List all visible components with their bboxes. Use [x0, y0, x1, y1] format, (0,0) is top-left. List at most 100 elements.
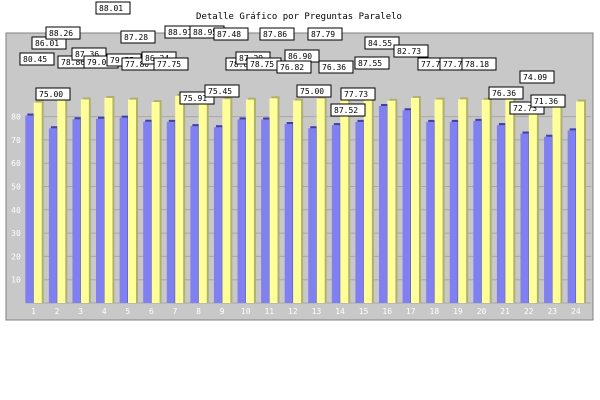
data-label-text: 75.00 [300, 87, 324, 96]
bar-series-2 [222, 99, 231, 303]
data-label: 87.55 [354, 56, 390, 70]
data-label-text: 87.79 [311, 30, 335, 39]
data-label-box [364, 36, 400, 50]
data-label-text: 82.73 [397, 47, 421, 56]
bar-series-1 [379, 105, 387, 303]
x-tick-label: 8 [196, 307, 201, 316]
y-tick-label: 40 [11, 206, 21, 215]
bar-series-1 [402, 110, 411, 303]
x-tick-label: 2 [55, 307, 60, 316]
data-label-text: 87.48 [217, 30, 241, 39]
data-label-text: 75.91 [183, 94, 207, 103]
data-label: 76.82 [276, 60, 312, 74]
bar-series-1 [119, 117, 128, 303]
bar-series-2 [528, 100, 537, 303]
data-label-box [461, 57, 497, 71]
data-label-text: 88.01 [99, 4, 123, 13]
y-tick-label: 80 [11, 113, 21, 122]
bar-series-2 [245, 99, 254, 303]
y-tick-label: 60 [11, 159, 21, 168]
x-tick-label: 5 [125, 307, 130, 316]
x-tick-label: 18 [430, 307, 440, 316]
x-tick-label: 15 [359, 307, 369, 316]
data-label-text: 87.86 [263, 30, 287, 39]
bar-series-1 [473, 120, 482, 303]
bar-series-2 [128, 99, 137, 303]
data-label-text: 76.36 [492, 89, 516, 98]
y-tick-label: 20 [11, 252, 21, 261]
data-label-text: 78.75 [250, 60, 274, 69]
y-tick-label: 70 [11, 136, 21, 145]
x-tick-label: 17 [406, 307, 416, 316]
bar-series-1 [213, 127, 222, 303]
data-label-text: 72.73 [513, 104, 537, 113]
data-label-box [296, 84, 332, 98]
data-label-text: 77.80 [125, 60, 149, 69]
bar-series-2 [410, 97, 419, 304]
y-tick-label: 30 [11, 229, 21, 238]
data-label: 76.36 [318, 60, 354, 74]
bar-series-2 [33, 102, 42, 303]
bar-series-2 [198, 95, 207, 304]
bar-series-1 [48, 128, 57, 303]
bar-series-1 [261, 119, 270, 303]
bar-series-2 [458, 99, 467, 303]
bar-series-2 [505, 99, 514, 303]
bar-series-1 [96, 118, 105, 303]
data-label-box [488, 86, 524, 100]
x-tick-label: 21 [500, 307, 510, 316]
data-label-box [204, 84, 240, 98]
data-label-text: 87.52 [334, 106, 358, 115]
bar-series-2 [434, 99, 443, 303]
data-label-text: 77.75 [157, 60, 181, 69]
x-tick-label: 6 [149, 307, 154, 316]
bar-series-1 [544, 136, 553, 303]
chart-title: Detalle Gráfico por Preguntas Paralelo [196, 12, 402, 22]
data-label-text: 76.82 [280, 63, 304, 72]
x-tick-label: 23 [547, 307, 557, 316]
data-label: 88.01 [95, 1, 131, 15]
data-label: 75.00 [35, 87, 71, 101]
x-tick-label: 12 [288, 307, 298, 316]
data-label-box [95, 1, 131, 15]
data-label-text: 74.09 [523, 73, 547, 82]
bars [25, 93, 587, 304]
x-tick-label: 13 [312, 307, 322, 316]
data-label-text: 77.73 [421, 60, 445, 69]
x-tick-label: 3 [78, 307, 83, 316]
data-label: 87.48 [213, 27, 249, 41]
data-label: 84.55 [364, 36, 400, 50]
data-label: 87.52 [330, 103, 366, 117]
data-label-box [340, 87, 376, 101]
bar-series-2 [57, 97, 66, 303]
data-label-box [45, 26, 81, 40]
data-label: 75.45 [204, 84, 240, 98]
data-label-box [307, 27, 343, 41]
data-label: 74.09 [519, 70, 555, 84]
data-label-text: 78.18 [465, 60, 489, 69]
data-label-text: 75.00 [39, 90, 63, 99]
data-label-text: 76.36 [322, 63, 346, 72]
x-tick-label: 11 [264, 307, 274, 316]
bar-series-2 [175, 95, 184, 304]
data-label: 76.36 [488, 86, 524, 100]
data-label-text: 80.45 [23, 55, 47, 64]
data-label-box [318, 60, 354, 74]
bar-series-1 [25, 115, 34, 303]
bar-series-1 [190, 126, 199, 303]
data-label-box [153, 57, 189, 71]
bar-series-1 [72, 119, 81, 304]
x-tick-label: 7 [173, 307, 178, 316]
data-label: 71.36 [530, 94, 566, 108]
data-label: 86.90 [284, 49, 320, 63]
data-label-box [519, 70, 555, 84]
data-label-text: 88.91 [168, 28, 192, 37]
bar-series-1 [449, 121, 458, 303]
data-label: 77.75 [153, 57, 189, 71]
data-label: 88.26 [45, 26, 81, 40]
x-tick-label: 4 [102, 307, 107, 316]
data-label: 77.73 [340, 87, 376, 101]
data-label-text: 77.73 [344, 90, 368, 99]
data-label-box [259, 27, 295, 41]
